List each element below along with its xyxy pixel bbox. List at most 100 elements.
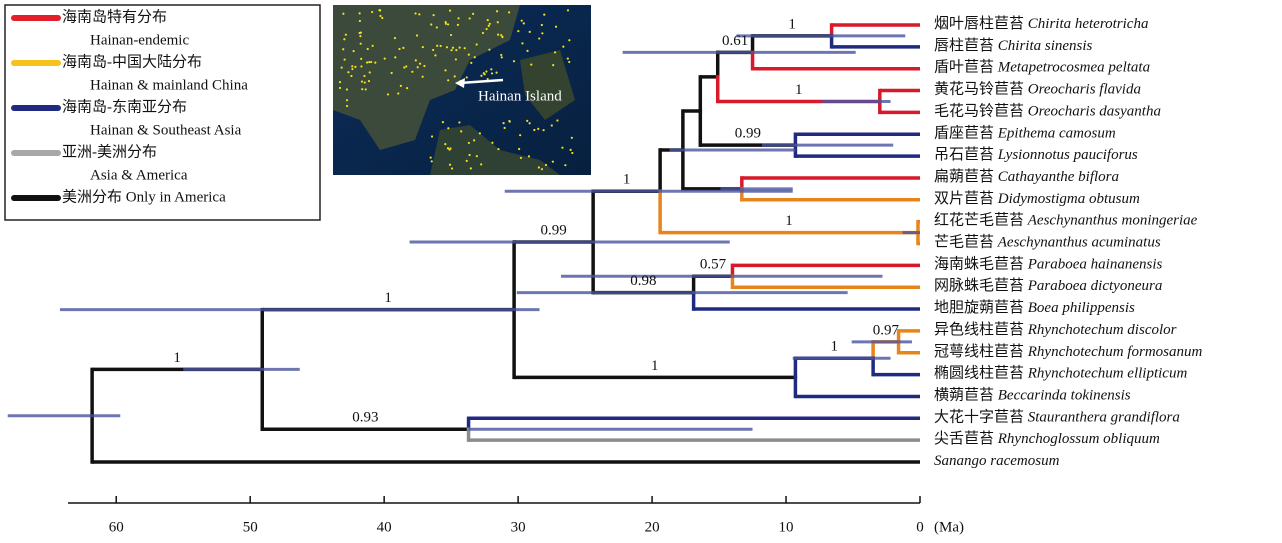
- map-point: [422, 76, 424, 78]
- map-point: [470, 62, 472, 64]
- legend-sublabel: Hainan-endemic: [90, 32, 189, 48]
- map-point: [342, 48, 344, 50]
- map-point: [398, 48, 400, 50]
- map: Hainan Island: [333, 5, 591, 175]
- tip-latin: Beccarinda tokinensis: [998, 388, 1131, 404]
- map-point: [402, 47, 404, 49]
- map-point: [486, 28, 488, 30]
- tip-label: 毛花马铃苣苔 Oreocharis dasyantha: [934, 103, 1161, 120]
- legend-label: 海南岛-中国大陆分布: [62, 53, 202, 70]
- tip-label: 大花十字苣苔 Stauranthera grandiflora: [934, 409, 1180, 426]
- map-point: [543, 129, 545, 131]
- map-point: [411, 71, 413, 73]
- map-point: [344, 58, 346, 60]
- map-point: [533, 129, 535, 131]
- map-point: [405, 65, 407, 67]
- map-point: [397, 92, 399, 94]
- map-point: [552, 161, 554, 163]
- map-point: [359, 20, 361, 22]
- map-point: [469, 17, 471, 19]
- map-point: [363, 75, 365, 77]
- map-point: [543, 14, 545, 16]
- tip-chinese: 盾座苣苔: [934, 125, 994, 142]
- x-tick-label: 30: [511, 519, 526, 535]
- map-point: [394, 56, 396, 58]
- map-point: [359, 12, 361, 14]
- map-point: [370, 61, 372, 63]
- tip-chinese: 黄花马铃苣苔: [934, 81, 1024, 98]
- legend-sublabel: Hainan & mainland China: [90, 77, 248, 93]
- map-point: [537, 128, 539, 130]
- map-point: [501, 36, 503, 38]
- tip-label: 盾叶苣苔 Metapetrocosmea peltata: [934, 59, 1150, 76]
- map-point: [400, 85, 402, 87]
- support-value: 0.99: [540, 222, 566, 238]
- map-point: [414, 12, 416, 14]
- tip-chinese: 毛花马铃苣苔: [934, 103, 1024, 120]
- tip-label: 海南蛛毛苣苔 Paraboea hainanensis: [934, 256, 1163, 273]
- support-value: 1: [623, 172, 631, 188]
- map-point: [455, 58, 457, 60]
- map-point: [350, 75, 352, 77]
- map-point: [571, 137, 573, 139]
- tip-latin: Oreocharis dasyantha: [1028, 104, 1161, 120]
- support-value: 0.57: [700, 257, 727, 273]
- map-point: [351, 68, 353, 70]
- map-point: [502, 122, 504, 124]
- support-value: 0.97: [873, 322, 900, 338]
- map-point: [447, 127, 449, 129]
- legend-label: 海南岛-东南亚分布: [62, 98, 187, 115]
- map-point: [526, 50, 528, 52]
- map-point: [447, 79, 449, 81]
- map-point: [455, 49, 457, 51]
- map-point: [556, 119, 558, 121]
- map-point: [436, 26, 438, 28]
- map-point: [343, 38, 345, 40]
- tip-latin: Boea philippensis: [1028, 300, 1135, 316]
- map-point: [551, 124, 553, 126]
- tip-latin: Sanango racemosum: [934, 453, 1060, 469]
- map-point: [496, 10, 498, 12]
- map-point: [369, 71, 371, 73]
- map-point: [346, 105, 348, 107]
- tip-latin: Aeschynanthus acuminatus: [997, 235, 1161, 251]
- map-point: [433, 14, 435, 16]
- tip-chinese: 尖舌苣苔: [934, 431, 994, 448]
- map-point: [431, 160, 433, 162]
- map-point: [517, 30, 519, 32]
- map-point: [345, 34, 347, 36]
- map-point: [526, 120, 528, 122]
- support-value: 1: [173, 350, 181, 366]
- map-point: [381, 17, 383, 19]
- map-point: [445, 23, 447, 25]
- map-point: [504, 127, 506, 129]
- tip-latin: Cathayanthe biflora: [998, 169, 1119, 185]
- map-point: [495, 72, 497, 74]
- support-value: 0.61: [722, 33, 748, 49]
- map-point: [423, 65, 425, 67]
- legend-sublabel: Asia & America: [90, 167, 188, 183]
- x-tick-label: 40: [377, 519, 392, 535]
- map-point: [472, 13, 474, 15]
- map-point: [346, 88, 348, 90]
- x-tick-label: 50: [243, 519, 258, 535]
- map-point: [368, 61, 370, 63]
- map-point: [460, 130, 462, 132]
- map-point: [430, 23, 432, 25]
- tip-chinese: 异色线柱苣苔: [934, 321, 1024, 338]
- map-point: [567, 57, 569, 59]
- map-point: [530, 63, 532, 65]
- support-value: 1: [788, 16, 796, 32]
- map-point: [554, 51, 556, 53]
- tip-chinese: 大花十字苣苔: [934, 409, 1024, 426]
- x-tick-label: 60: [109, 519, 124, 535]
- map-point: [387, 93, 389, 95]
- map-point: [513, 60, 515, 62]
- map-point: [497, 34, 499, 36]
- map-point: [366, 61, 368, 63]
- figure: Hainan Island 海南岛特有分布Hainan-endemic海南岛-中…: [0, 0, 1282, 543]
- map-point: [538, 37, 540, 39]
- tip-latin: Chirita heterotricha: [1028, 16, 1149, 32]
- map-point: [430, 156, 432, 158]
- map-point: [394, 37, 396, 39]
